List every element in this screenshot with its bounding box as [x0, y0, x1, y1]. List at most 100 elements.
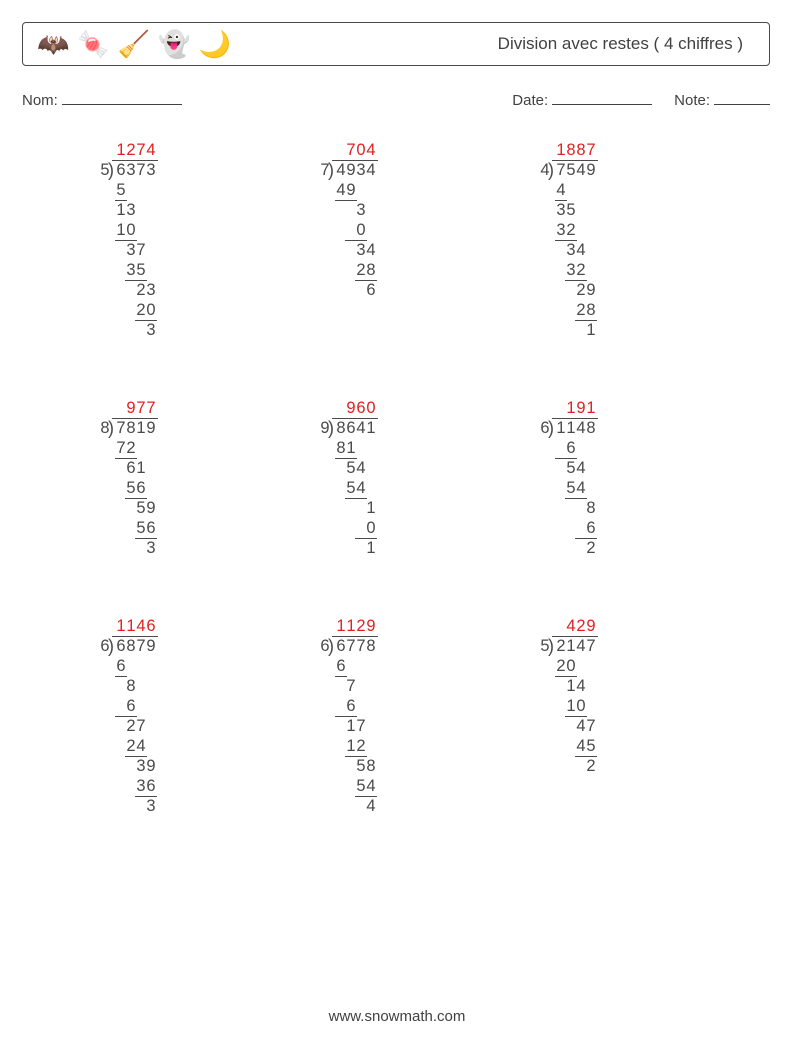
header-box: 🦇 🍬 🧹 👻 🌙 Division avec restes ( 4 chiff… [22, 22, 770, 66]
quotient-digit: 7 [136, 398, 146, 418]
step-digit: 5 [586, 736, 596, 756]
division-bracket: ) [548, 160, 554, 180]
step-digit: 1 [366, 538, 376, 558]
dividend-digit: 7 [556, 160, 566, 180]
step-row: 59 [60, 498, 280, 518]
step-digit: 1 [116, 220, 126, 240]
step-row: 17 [280, 716, 500, 736]
quotient-digit: 0 [366, 398, 376, 418]
step-digit: 5 [136, 498, 146, 518]
quotient: 977 [60, 398, 280, 418]
step-digit: 1 [566, 676, 576, 696]
step-digit: 7 [586, 716, 596, 736]
step-digit: 5 [346, 458, 356, 478]
step-row: 54 [280, 478, 500, 498]
step-digit: 1 [136, 458, 146, 478]
step-row: 24 [60, 736, 280, 756]
quotient: 191 [500, 398, 720, 418]
quotient-digit: 9 [346, 398, 356, 418]
quotient-digit: 7 [586, 140, 596, 160]
step-digit: 8 [336, 438, 346, 458]
step-row: 20 [60, 300, 280, 320]
dividend-digit: 8 [126, 418, 136, 438]
step-row: 13 [60, 200, 280, 220]
dividend-digit: 3 [356, 160, 366, 180]
divisor-dividend-row: 5)6373 [60, 160, 280, 180]
step-digit: 0 [146, 300, 156, 320]
step-row: 34 [500, 240, 720, 260]
step-digit: 1 [346, 736, 356, 756]
step-digit: 0 [126, 220, 136, 240]
problem-8: 11296)6778676171258544 [280, 616, 500, 820]
step-row: 1 [280, 498, 500, 518]
dividend-digit: 1 [566, 418, 576, 438]
quotient-digit: 7 [146, 398, 156, 418]
quotient-digit: 9 [126, 398, 136, 418]
step-digit: 3 [126, 260, 136, 280]
step-digit: 3 [556, 220, 566, 240]
header-icons: 🦇 🍬 🧹 👻 🌙 [37, 31, 231, 57]
step-digit: 7 [136, 716, 146, 736]
step-row: 20 [500, 656, 720, 676]
dividend-digit: 1 [556, 418, 566, 438]
step-row: 6 [280, 656, 500, 676]
quotient-digit: 1 [126, 616, 136, 636]
step-digit: 5 [136, 518, 146, 538]
step-row: 1 [280, 538, 500, 558]
step-row: 3 [60, 320, 280, 340]
quotient-digit: 6 [146, 616, 156, 636]
division-bracket: ) [328, 160, 334, 180]
step-digit: 5 [116, 180, 126, 200]
step-digit: 5 [566, 200, 576, 220]
step-row: 6 [500, 518, 720, 538]
quotient-digit: 9 [576, 398, 586, 418]
step-digit: 3 [136, 756, 146, 776]
problem-3: 18874)754943532343229281 [500, 140, 720, 344]
dividend-digit: 1 [566, 636, 576, 656]
broom-icon: 🧹 [118, 31, 150, 57]
quotient-digit: 1 [346, 616, 356, 636]
dividend-digit: 6 [336, 636, 346, 656]
divisor-dividend-row: 6)6778 [280, 636, 500, 656]
step-row: 6 [500, 438, 720, 458]
quotient-digit: 7 [346, 140, 356, 160]
quotient-digit: 6 [356, 398, 366, 418]
step-digit: 4 [576, 716, 586, 736]
dividend-digit: 7 [346, 636, 356, 656]
dividend-digit: 2 [556, 636, 566, 656]
note-blank[interactable] [714, 90, 770, 105]
step-row: 14 [500, 676, 720, 696]
step-row: 4 [280, 796, 500, 816]
dividend-digit: 3 [146, 160, 156, 180]
division-bracket: ) [108, 418, 114, 438]
step-digit: 4 [136, 736, 146, 756]
step-digit: 3 [126, 200, 136, 220]
step-row: 72 [60, 438, 280, 458]
step-digit: 9 [586, 280, 596, 300]
date-blank[interactable] [552, 90, 652, 105]
step-row: 1 [500, 320, 720, 340]
quotient: 1887 [500, 140, 720, 160]
step-digit: 5 [566, 478, 576, 498]
step-digit: 3 [146, 280, 156, 300]
quotient-digit: 4 [146, 140, 156, 160]
name-blank[interactable] [62, 90, 182, 105]
step-digit: 5 [126, 478, 136, 498]
division-bracket: ) [328, 636, 334, 656]
step-digit: 4 [576, 478, 586, 498]
dividend-digit: 6 [116, 160, 126, 180]
step-row: 61 [60, 458, 280, 478]
step-digit: 2 [356, 260, 366, 280]
step-row: 39 [60, 756, 280, 776]
quotient: 1146 [60, 616, 280, 636]
problem-6: 1916)114865454862 [500, 398, 720, 562]
divisor-dividend-row: 9)8641 [280, 418, 500, 438]
division-bracket: ) [548, 418, 554, 438]
dividend-digit: 4 [576, 636, 586, 656]
step-digit: 2 [126, 438, 136, 458]
info-row: Nom: Date: Note: [22, 90, 770, 109]
step-row: 37 [60, 240, 280, 260]
dividend-digit: 1 [366, 418, 376, 438]
step-row: 12 [280, 736, 500, 756]
step-row: 8 [60, 676, 280, 696]
